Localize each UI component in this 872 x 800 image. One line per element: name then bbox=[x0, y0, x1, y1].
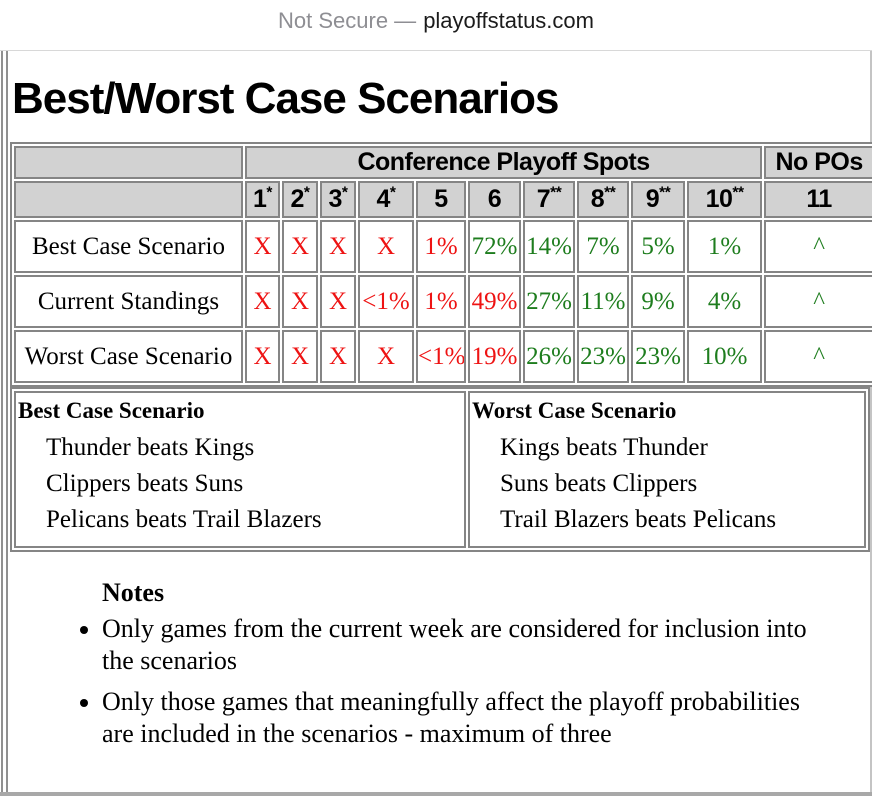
playoff-spots-table: Conference Playoff Spots No POs 1* 2* 3* 4*… bbox=[10, 142, 872, 388]
probability-cell: X bbox=[320, 220, 356, 274]
table-group-header-row: Conference Playoff Spots No POs bbox=[14, 146, 872, 180]
scenario-game-item: Kings beats Thunder bbox=[500, 434, 708, 462]
spot-header-2: 2* bbox=[282, 181, 318, 219]
table-row: Worst Case Scenario X X X X <1% 19% 26% 23% 23% 10… bbox=[14, 330, 872, 384]
no-playoffs-header: No POs bbox=[764, 146, 872, 180]
note-item: Only those games that meaningfully affec… bbox=[102, 686, 810, 750]
probability-cell: 23% bbox=[577, 330, 629, 384]
probability-cell: 9% bbox=[631, 275, 685, 329]
scenario-game-item: Thunder beats Kings bbox=[46, 434, 255, 462]
corner-cell bbox=[14, 146, 243, 180]
probability-cell: <1% bbox=[358, 275, 414, 329]
table-row: Current Standings X X X <1% 1% 49% 27% 11% 9% 4% ^ bbox=[14, 275, 872, 329]
spot-header-9: 9** bbox=[631, 181, 685, 219]
spot-header-7: 7** bbox=[523, 181, 575, 219]
probability-cell: 72% bbox=[468, 220, 521, 274]
row-label: Current Standings bbox=[14, 275, 243, 329]
worst-case-box: Worst Case Scenario Kings beats Thunder S… bbox=[468, 391, 866, 549]
worst-case-title: Worst Case Scenario bbox=[472, 398, 677, 424]
spot-header-4: 4* bbox=[358, 181, 414, 219]
window-top-divider bbox=[0, 50, 872, 51]
playoff-table-body: Best Case Scenario X X X X 1% 72% 14% 7% 5% 1% ^ Cur… bbox=[14, 220, 872, 384]
spot-header-1: 1* bbox=[245, 181, 280, 219]
best-case-title: Best Case Scenario bbox=[18, 398, 205, 424]
window-bottom-edge bbox=[0, 792, 872, 796]
page-title: Best/Worst Case Scenarios bbox=[12, 74, 559, 123]
spot-header-6: 6 bbox=[468, 181, 521, 219]
scenario-game-item: Clippers beats Suns bbox=[46, 470, 244, 498]
table-row: Best Case Scenario X X X X 1% 72% 14% 7% 5% 1% ^ bbox=[14, 220, 872, 274]
corner-cell-2 bbox=[14, 181, 243, 219]
spot-number-header-row: 1* 2* 3* 4* 5 6 7** 8** 9** 10** 11 bbox=[14, 181, 872, 219]
scenario-game-item: Pelicans beats Trail Blazers bbox=[46, 506, 322, 534]
probability-cell: X bbox=[282, 330, 318, 384]
best-case-box: Best Case Scenario Thunder beats Kings Cl… bbox=[14, 391, 466, 549]
spot-header-5: 5 bbox=[416, 181, 466, 219]
worst-case-list: Kings beats Thunder Suns beats Clippers Tr… bbox=[472, 430, 860, 538]
probability-cell: 1% bbox=[416, 220, 466, 274]
probability-cell: X bbox=[245, 330, 280, 384]
probability-cell: 5% bbox=[631, 220, 685, 274]
notes-list: Only games from the current week are con… bbox=[10, 613, 810, 750]
probability-cell: 14% bbox=[523, 220, 575, 274]
page-left-frame-border bbox=[1, 51, 8, 796]
probability-cell: 19% bbox=[468, 330, 521, 384]
probability-cell: 4% bbox=[687, 275, 763, 329]
note-item: Only games from the current week are con… bbox=[102, 613, 810, 677]
browser-url-bar[interactable]: Not Secure — playoffstatus.com bbox=[0, 0, 872, 42]
page-right-frame-border bbox=[870, 51, 872, 796]
probability-cell: 10% bbox=[687, 330, 763, 384]
probability-cell: 27% bbox=[523, 275, 575, 329]
probability-cell: X bbox=[320, 275, 356, 329]
row-label: Best Case Scenario bbox=[14, 220, 243, 274]
probability-cell: X bbox=[282, 220, 318, 274]
probability-cell: X bbox=[245, 275, 280, 329]
url-domain-text: playoffstatus.com bbox=[423, 8, 594, 33]
probability-cell: X bbox=[358, 330, 414, 384]
probability-cell: ^ bbox=[764, 220, 872, 274]
conference-playoff-spots-header: Conference Playoff Spots bbox=[245, 146, 763, 180]
notes-title: Notes bbox=[102, 578, 165, 608]
row-label: Worst Case Scenario bbox=[14, 330, 243, 384]
probability-cell: ^ bbox=[764, 275, 872, 329]
spot-header-3: 3* bbox=[320, 181, 356, 219]
scenario-details-table: Best Case Scenario Thunder beats Kings Cl… bbox=[10, 387, 870, 553]
probability-cell: 23% bbox=[631, 330, 685, 384]
probability-cell: 49% bbox=[468, 275, 521, 329]
probability-cell: X bbox=[358, 220, 414, 274]
probability-cell: X bbox=[320, 330, 356, 384]
probability-cell: X bbox=[282, 275, 318, 329]
spot-header-8: 8** bbox=[577, 181, 629, 219]
probability-cell: 26% bbox=[523, 330, 575, 384]
spot-header-11: 11 bbox=[764, 181, 872, 219]
probability-cell: 7% bbox=[577, 220, 629, 274]
probability-cell: <1% bbox=[416, 330, 466, 384]
spot-header-10: 10** bbox=[687, 181, 763, 219]
page-content: Best/Worst Case Scenarios Conference Pla… bbox=[10, 51, 872, 759]
probability-cell: 11% bbox=[577, 275, 629, 329]
probability-cell: 1% bbox=[416, 275, 466, 329]
not-secure-label: Not Secure — bbox=[278, 8, 417, 33]
probability-cell: X bbox=[245, 220, 280, 274]
scenario-game-item: Suns beats Clippers bbox=[500, 470, 698, 498]
probability-cell: ^ bbox=[764, 330, 872, 384]
scenario-game-item: Trail Blazers beats Pelicans bbox=[500, 506, 777, 534]
notes-section: Notes Only games from the current week a… bbox=[10, 577, 810, 750]
best-case-list: Thunder beats Kings Clippers beats Suns Pe… bbox=[18, 430, 460, 538]
probability-cell: 1% bbox=[687, 220, 763, 274]
